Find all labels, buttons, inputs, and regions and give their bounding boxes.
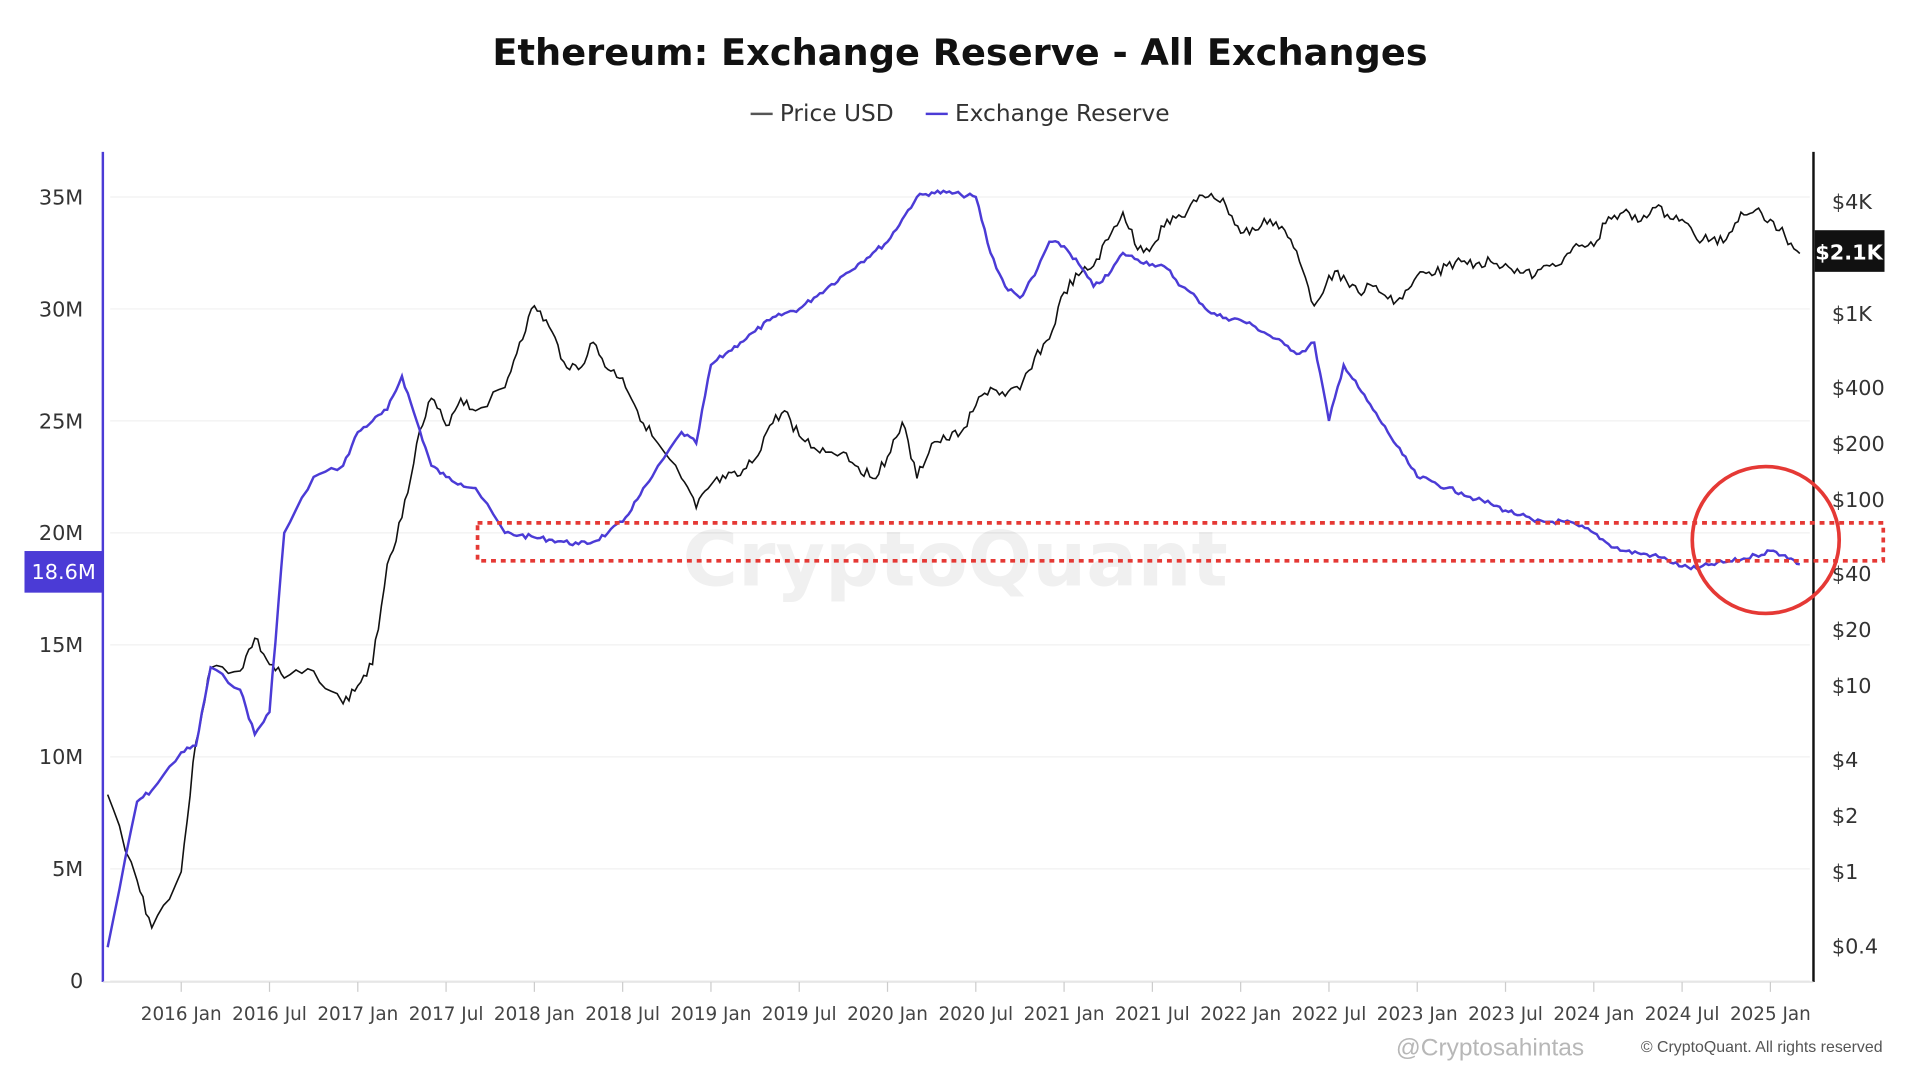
chart-title: Ethereum: Exchange Reserve - All Exchang… <box>492 31 1428 75</box>
x-tick-label: 2022 Jan <box>1200 1004 1281 1025</box>
y-left-tick-label: 5M <box>52 857 83 881</box>
legend-label-reserve: Exchange Reserve <box>954 100 1170 128</box>
x-tick-label: 2017 Jan <box>317 1004 398 1025</box>
x-tick-label: 2021 Jan <box>1024 1004 1105 1025</box>
x-tick-label: 2024 Jan <box>1553 1004 1634 1025</box>
y-left-tick-label: 30M <box>39 297 83 321</box>
y-right-tick-label: $200 <box>1832 432 1885 456</box>
y-right-tick-label: $10 <box>1832 674 1872 698</box>
current-price-label: $2.1K <box>1815 241 1883 265</box>
legend: Price USD Exchange Reserve <box>0 94 1920 127</box>
current-reserve-badge <box>24 551 103 593</box>
highlight-circle <box>1690 464 1842 616</box>
x-tick-label: 2016 Jul <box>232 1004 307 1025</box>
x-tick-label: 2025 Jan <box>1730 1004 1811 1025</box>
y-right-tick-label: $1 <box>1832 860 1858 884</box>
legend-item-reserve[interactable]: Exchange Reserve <box>925 100 1170 128</box>
series-line-exchange-reserve <box>106 189 1800 948</box>
x-tick-label: 2017 Jul <box>409 1004 484 1025</box>
current-reserve-label: 18.6M <box>32 560 96 584</box>
x-tick-label: 2019 Jul <box>762 1004 837 1025</box>
x-tick-label: 2020 Jul <box>938 1004 1013 1025</box>
x-tick-label: 2019 Jan <box>671 1004 752 1025</box>
legend-item-price[interactable]: Price USD <box>750 100 894 128</box>
x-tick-label: 2024 Jul <box>1645 1004 1720 1025</box>
y-right-tick-label: $400 <box>1832 376 1885 400</box>
y-left-tick-label: 35M <box>39 185 83 209</box>
highlight-range-box <box>475 521 1886 563</box>
source-handle: @Cryptosahintas <box>1395 1034 1585 1062</box>
y-left-tick-label: 20M <box>39 521 83 545</box>
x-tick-label: 2021 Jul <box>1115 1004 1190 1025</box>
x-tick-label: 2023 Jan <box>1377 1004 1458 1025</box>
y-left-tick-label: 15M <box>39 633 83 657</box>
y-right-tick-label: $2 <box>1832 804 1858 828</box>
x-tick-label: 2022 Jul <box>1292 1004 1367 1025</box>
copyright: © CryptoQuant. All rights reserved <box>1640 1037 1883 1056</box>
x-tick-label: 2020 Jan <box>847 1004 928 1025</box>
y-right-tick-label: $1K <box>1832 302 1873 326</box>
y-left-tick-label: 10M <box>39 745 83 769</box>
legend-swatch-reserve <box>925 112 948 116</box>
y-right-tick-label: $0.4 <box>1832 934 1878 958</box>
legend-swatch-price <box>750 112 773 116</box>
y-left-tick-label: 0 <box>70 969 83 993</box>
y-right-tick-label: $4K <box>1832 190 1873 214</box>
y-right-tick-label: $4 <box>1832 748 1858 772</box>
y-right-tick-label: $100 <box>1832 488 1885 512</box>
y-right-tick-label: $20 <box>1832 618 1872 642</box>
y-left-tick-label: 25M <box>39 409 83 433</box>
x-tick-label: 2018 Jan <box>494 1004 575 1025</box>
series-line-price-usd <box>106 192 1801 931</box>
legend-label-price: Price USD <box>779 100 894 128</box>
x-tick-label: 2016 Jan <box>141 1004 222 1025</box>
y-right-tick-label: $40 <box>1832 562 1872 586</box>
x-tick-label: 2018 Jul <box>585 1004 660 1025</box>
current-price-badge <box>1814 230 1885 272</box>
x-tick-label: 2023 Jul <box>1468 1004 1543 1025</box>
